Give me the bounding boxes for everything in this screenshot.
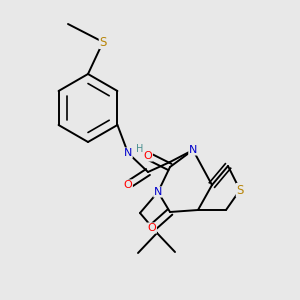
Text: O: O (124, 180, 132, 190)
Text: O: O (148, 223, 156, 233)
Text: N: N (189, 145, 197, 155)
Text: S: S (99, 35, 107, 49)
Text: N: N (154, 187, 162, 197)
Text: H: H (136, 144, 144, 154)
Text: S: S (236, 184, 244, 196)
Text: N: N (124, 148, 132, 158)
Text: O: O (144, 151, 152, 161)
